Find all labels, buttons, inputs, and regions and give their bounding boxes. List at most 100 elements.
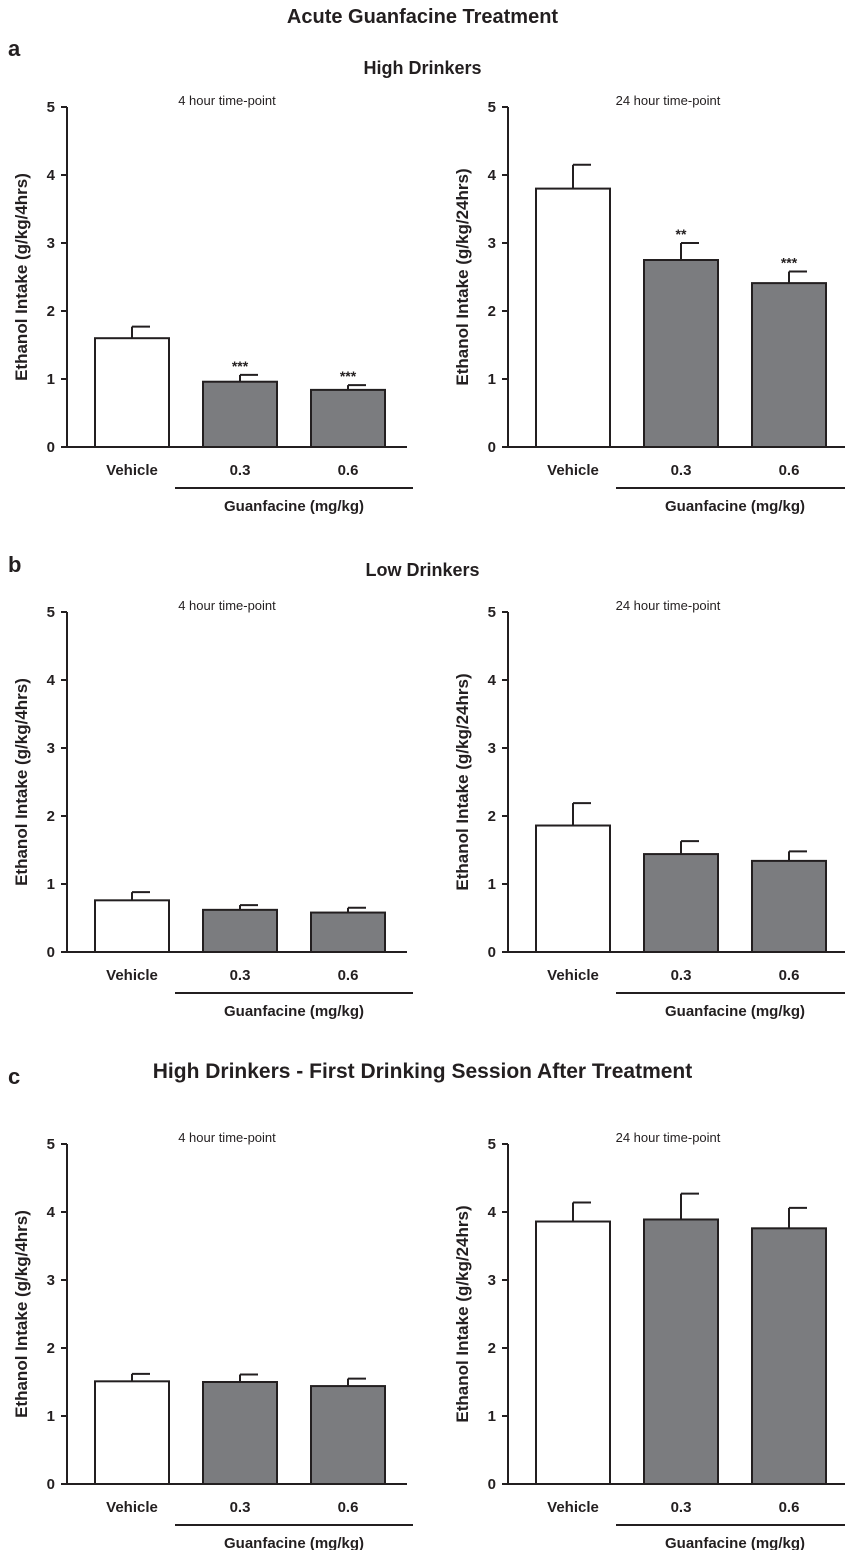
chart-c-left-y-tick-label: 0 — [47, 1476, 55, 1493]
chart-b-right-y-tick-label: 4 — [488, 672, 497, 689]
chart-c-right-y-tick-label: 2 — [488, 1340, 496, 1357]
chart-b-left-subtitle: 4 hour time-point — [178, 598, 276, 613]
chart-b-left-y-tick-label: 4 — [47, 672, 56, 689]
chart-c-right-y-axis-label: Ethanol Intake (g/kg/24hrs) — [453, 1205, 472, 1422]
chart-c-left-group-label: Guanfacine (mg/kg) — [224, 1535, 364, 1550]
panel-c-letter: c — [8, 1064, 21, 1089]
panel-b-letter: b — [8, 552, 22, 577]
chart-a-right-y-tick-label: 4 — [488, 167, 497, 184]
chart-b-left-y-tick-label: 0 — [47, 944, 55, 961]
chart-c-right-subtitle: 24 hour time-point — [616, 1130, 721, 1145]
chart-c-left-bar — [94, 1380, 170, 1485]
chart-c-right-bar — [643, 1218, 719, 1485]
chart-a-right-subtitle: 24 hour time-point — [616, 93, 721, 108]
chart-b-left-bar — [202, 908, 278, 954]
chart-a-right-y-tick-label: 0 — [488, 439, 496, 456]
chart-b-left-bar — [94, 899, 170, 954]
panel-b-title: Low Drinkers — [365, 560, 480, 580]
chart-a-left-y-tick-label: 1 — [47, 371, 55, 388]
chart-b-left-y-axis-label: Ethanol Intake (g/kg/4hrs) — [12, 678, 31, 886]
chart-a-right-significance-label: *** — [781, 255, 798, 271]
chart-c-right-category-label: Vehicle — [547, 1499, 599, 1516]
chart-a-right-category-label: 0.3 — [671, 462, 692, 479]
chart-c-left-category-label: 0.3 — [230, 1499, 251, 1516]
chart-c-left-bar — [310, 1385, 386, 1485]
chart-c-left-category-label: 0.6 — [338, 1499, 359, 1516]
chart-c-left-y-axis-label: Ethanol Intake (g/kg/4hrs) — [12, 1210, 31, 1418]
chart-a-left-bar — [94, 337, 170, 449]
chart-b-right-category-label: 0.3 — [671, 967, 692, 984]
chart-b-left-y-tick-label: 3 — [47, 740, 55, 757]
chart-c-left-y-tick-label: 1 — [47, 1408, 55, 1425]
chart-a-right-y-tick-label: 3 — [488, 235, 496, 252]
chart-a-right-y-tick-label: 2 — [488, 303, 496, 320]
chart-c-left-category-label: Vehicle — [106, 1499, 158, 1516]
panel-a-letter: a — [8, 36, 21, 61]
chart-a-left-y-tick-label: 5 — [47, 99, 55, 116]
panel-a-title: High Drinkers — [363, 58, 482, 78]
chart-c-right-category-label: 0.3 — [671, 1499, 692, 1516]
chart-b-left-group-label: Guanfacine (mg/kg) — [224, 1003, 364, 1020]
chart-b-right-y-tick-label: 2 — [488, 808, 496, 825]
chart-a-right-category-label: 0.6 — [779, 462, 800, 479]
chart-c-left-y-tick-label: 3 — [47, 1272, 55, 1289]
chart-a-right-bar — [751, 282, 827, 448]
chart-a-left-y-tick-label: 2 — [47, 303, 55, 320]
chart-b-right-bar — [751, 859, 827, 954]
chart-c-right-y-tick-label: 1 — [488, 1408, 496, 1425]
chart-a-left-category-label: 0.3 — [230, 462, 251, 479]
chart-a-left-bar — [310, 388, 386, 449]
chart-b-right-group-label: Guanfacine (mg/kg) — [665, 1003, 805, 1020]
chart-b-left-category-label: 0.6 — [338, 967, 359, 984]
chart-a-right-y-tick-label: 5 — [488, 99, 496, 116]
chart-a-left-subtitle: 4 hour time-point — [178, 93, 276, 108]
figure-title: Acute Guanfacine Treatment — [286, 6, 559, 28]
chart-a-left-y-tick-label: 4 — [47, 167, 56, 184]
chart-a-right-significance-label: ** — [676, 226, 687, 242]
chart-a-right-category-label: Vehicle — [547, 462, 599, 479]
chart-a-left-y-tick-label: 0 — [47, 439, 55, 456]
chart-a-left-significance-label: *** — [340, 368, 357, 384]
chart-a-right-bar — [535, 187, 611, 448]
chart-a-right-group-label: Guanfacine (mg/kg) — [665, 498, 805, 515]
chart-c-left-bar — [202, 1381, 278, 1485]
chart-b-right-y-tick-label: 1 — [488, 876, 496, 893]
chart-a-left-group-label: Guanfacine (mg/kg) — [224, 498, 364, 515]
chart-b-right-bar — [643, 853, 719, 954]
chart-b-right-subtitle: 24 hour time-point — [616, 598, 721, 613]
chart-c-right-y-tick-label: 3 — [488, 1272, 496, 1289]
chart-c-right-category-label: 0.6 — [779, 1499, 800, 1516]
chart-b-right-category-label: Vehicle — [547, 967, 599, 984]
chart-b-left-bar — [310, 911, 386, 953]
chart-a-left-category-label: 0.6 — [338, 462, 359, 479]
panel-c-title: High Drinkers - First Drinking Session A… — [152, 1060, 693, 1083]
chart-b-right-y-tick-label: 5 — [488, 604, 496, 621]
chart-c-right-y-tick-label: 0 — [488, 1476, 496, 1493]
chart-a-right-y-tick-label: 1 — [488, 371, 496, 388]
chart-c-right-y-tick-label: 4 — [488, 1204, 497, 1221]
chart-a-right-y-axis-label: Ethanol Intake (g/kg/24hrs) — [453, 168, 472, 385]
chart-b-right-y-axis-label: Ethanol Intake (g/kg/24hrs) — [453, 673, 472, 890]
chart-b-right-y-tick-label: 0 — [488, 944, 496, 961]
chart-c-right-group-label: Guanfacine (mg/kg) — [665, 1535, 805, 1550]
chart-b-left-y-tick-label: 1 — [47, 876, 55, 893]
chart-a-left-y-tick-label: 3 — [47, 235, 55, 252]
chart-c-left-subtitle: 4 hour time-point — [178, 1130, 276, 1145]
chart-c-right-y-tick-label: 5 — [488, 1136, 496, 1153]
chart-c-right-bar — [535, 1220, 611, 1486]
chart-a-left-category-label: Vehicle — [106, 462, 158, 479]
chart-b-right-category-label: 0.6 — [779, 967, 800, 984]
chart-b-left-y-tick-label: 5 — [47, 604, 55, 621]
chart-b-right-y-tick-label: 3 — [488, 740, 496, 757]
chart-a-right-bar — [643, 259, 719, 448]
chart-b-left-y-tick-label: 2 — [47, 808, 55, 825]
chart-c-right-bar — [751, 1227, 827, 1485]
chart-c-left-y-tick-label: 2 — [47, 1340, 55, 1357]
chart-b-right-bar — [535, 824, 611, 954]
chart-a-left-y-axis-label: Ethanol Intake (g/kg/4hrs) — [12, 173, 31, 381]
chart-c-left-y-tick-label: 5 — [47, 1136, 55, 1153]
chart-c-left-y-tick-label: 4 — [47, 1204, 56, 1221]
chart-a-left-bar — [202, 380, 278, 448]
chart-b-left-category-label: Vehicle — [106, 967, 158, 984]
